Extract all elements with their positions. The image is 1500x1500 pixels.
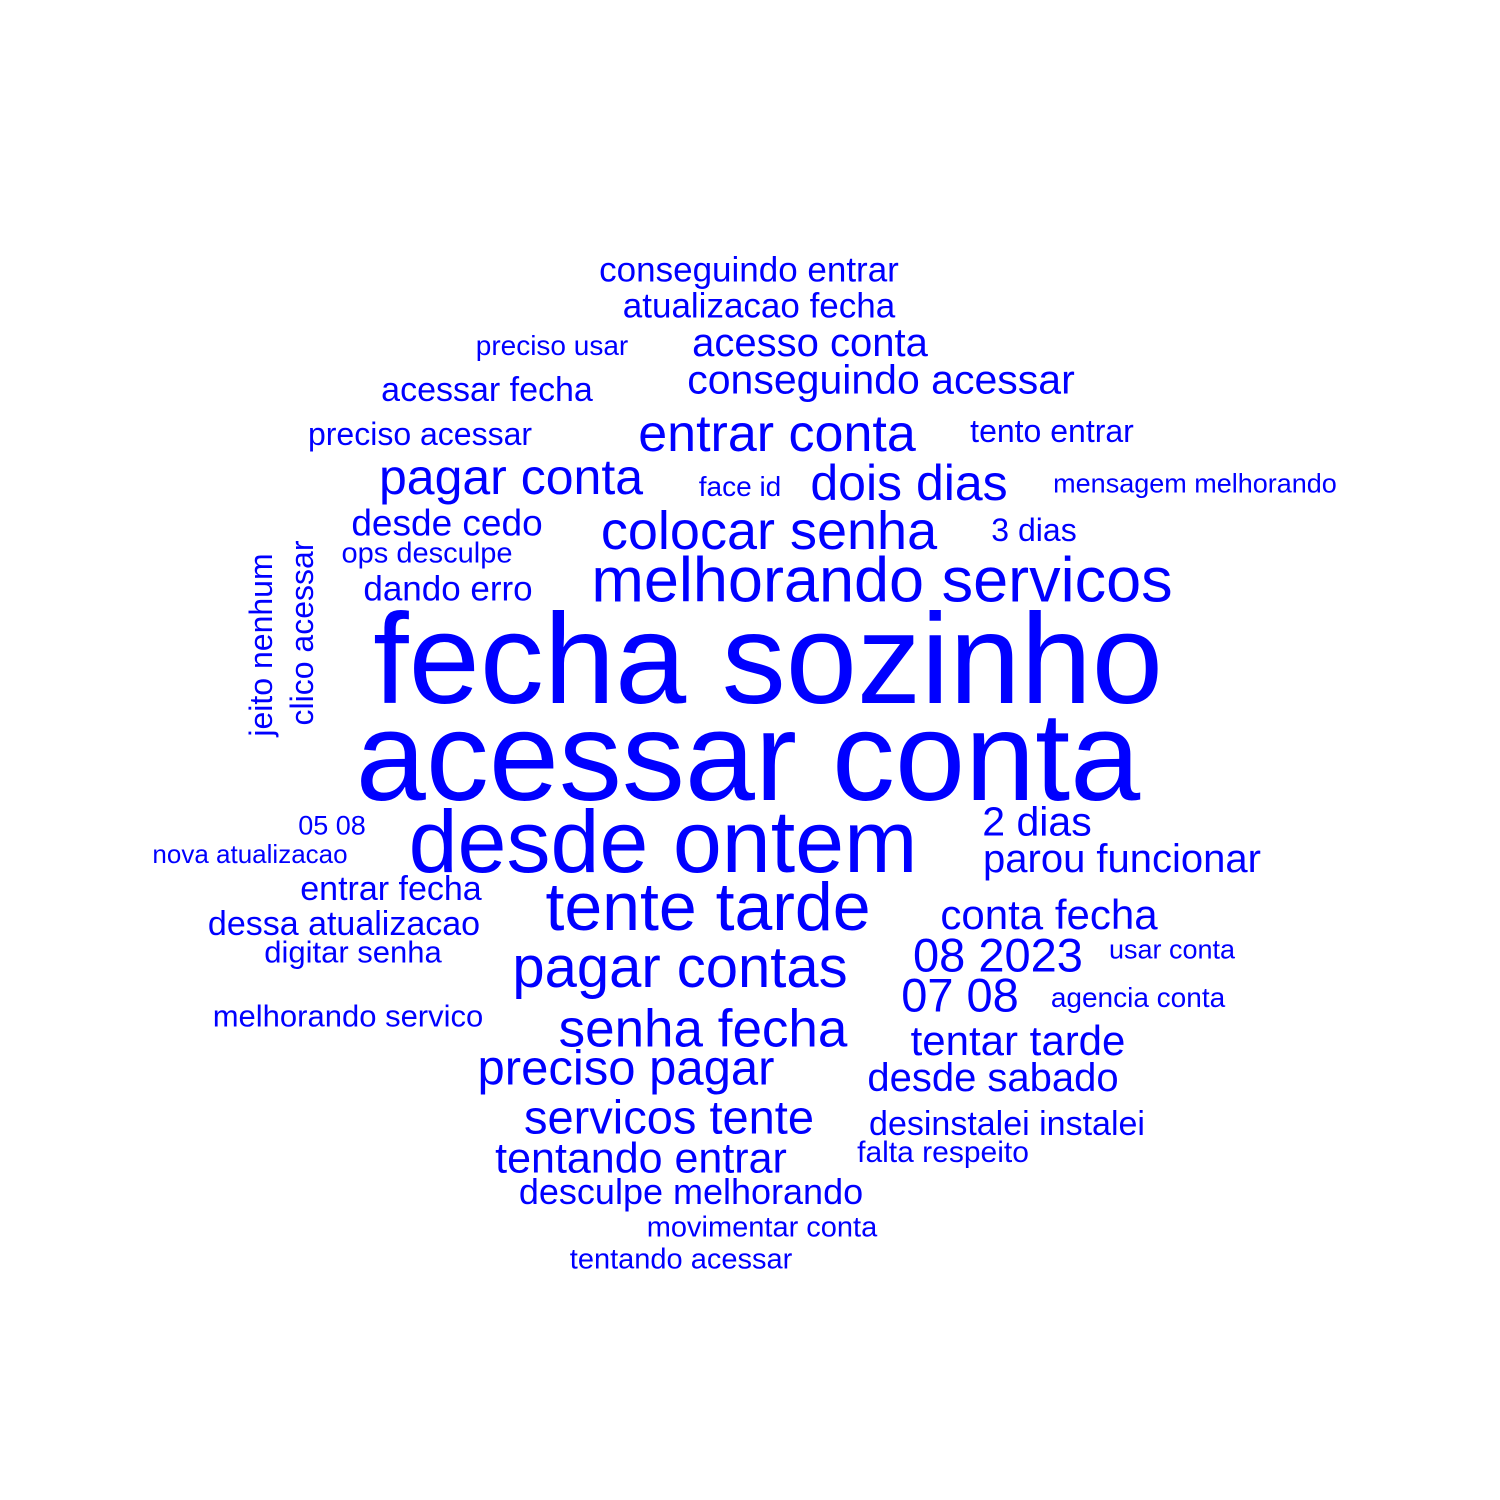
word-05-08: 05 08 [298,810,366,841]
word-08-2023: 08 2023 [913,928,1083,982]
word-fecha-sozinho: fecha sozinho [373,588,1163,731]
word-acessar-conta: acessar conta [355,686,1141,827]
word-tentar-tarde: tentar tarde [910,1017,1126,1064]
word-usar-conta: usar conta [1108,934,1236,965]
word-07-08: 07 08 [901,968,1019,1022]
word-dessa-atualizacao: dessa atualizacao [207,905,481,943]
word-nova-atualizacao: nova atualizacao [152,839,348,869]
word-preciso-acessar: preciso acessar [307,416,533,452]
word-entrar-fecha: entrar fecha [300,870,482,908]
word-ops-desculpe: ops desculpe [341,537,513,570]
word-acessar-fecha: acessar fecha [381,371,593,409]
word-desde-cedo: desde cedo [351,502,543,544]
word-2-dias: 2 dias [982,798,1092,845]
word-conseguindo-entrar: conseguindo entrar [599,250,899,290]
word-dois-dias: dois dias [810,455,1008,511]
word-conseguindo-acessar: conseguindo acessar [687,356,1075,403]
word-pagar-conta: pagar conta [378,449,644,505]
word-desculpe-melhorando: desculpe melhorando [518,1171,864,1212]
word-entrar-conta: entrar conta [638,405,916,463]
word-movimentar-conta: movimentar conta [646,1211,878,1244]
word-pagar-contas: pagar contas [512,935,848,1000]
word-jeito-nenhum: jeito nenhum [243,553,279,737]
word-senha-fecha: senha fecha [558,999,848,1059]
word-agencia-conta: agencia conta [1050,982,1226,1013]
word-face-id: face id [698,471,782,502]
word-falta-respeito: falta respeito [857,1136,1029,1169]
word-melhorando-servicos: melhorando servicos [591,545,1173,616]
word-digitar-senha: digitar senha [264,934,442,970]
word-desde-sabado: desde sabado [867,1056,1119,1100]
word-desde-ontem: desde ontem [408,792,918,891]
word-mensagem-melhorando: mensagem melhorando [1053,468,1337,499]
word-preciso-usar: preciso usar [475,330,629,361]
word-melhorando-servico: melhorando servico [212,998,484,1034]
word-preciso-pagar: preciso pagar [477,1041,775,1096]
word-colocar-senha: colocar senha [600,501,938,561]
word-tentando-acessar: tentando acessar [569,1243,793,1276]
word-3-dias: 3 dias [991,512,1077,548]
word-desinstalei-instalei: desinstalei instalei [869,1105,1145,1143]
word-tento-entrar: tento entrar [970,413,1134,449]
word-tentando-entrar: tentando entrar [495,1134,787,1183]
word-acesso-conta: acesso conta [692,321,928,365]
word-conta-fecha: conta fecha [940,891,1158,938]
word-parou-funcionar: parou funcionar [983,837,1261,881]
word-atualizacao-fecha: atualizacao fecha [622,286,896,326]
word-clico-acessar: clico acessar [284,540,320,726]
word-tente-tarde: tente tarde [545,869,871,945]
word-dando-erro: dando erro [363,569,533,609]
word-servicos-tente: servicos tente [524,1090,814,1144]
